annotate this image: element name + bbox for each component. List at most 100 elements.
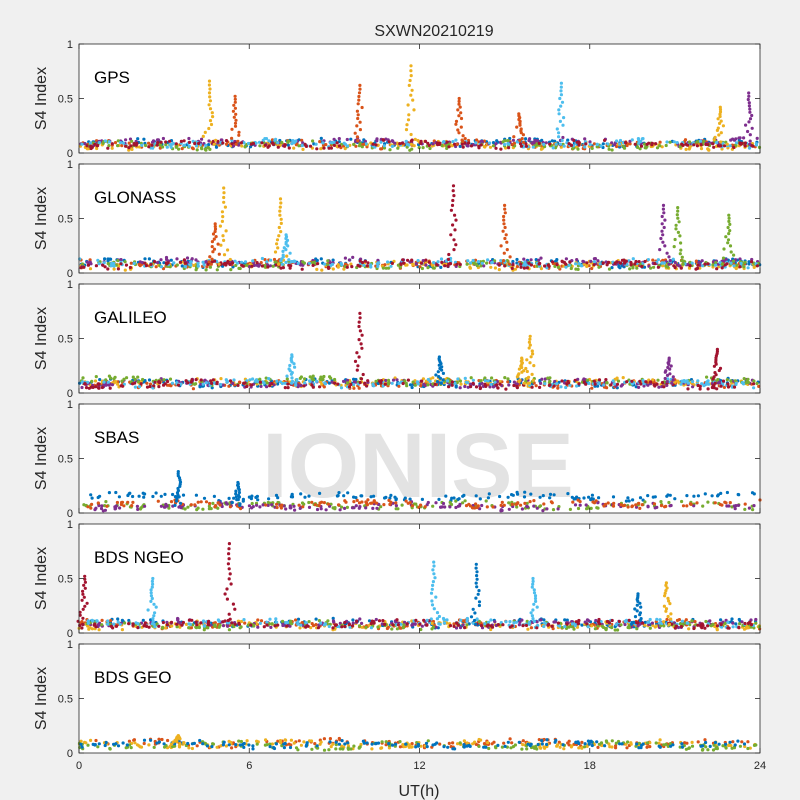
data-point: [426, 500, 430, 505]
data-point: [606, 501, 610, 505]
spike-point: [662, 211, 666, 215]
data-point: [298, 506, 302, 510]
data-point: [631, 498, 635, 502]
data-point: [395, 627, 399, 631]
data-point: [670, 622, 674, 626]
data-point: [556, 265, 561, 269]
data-point: [720, 147, 724, 151]
data-point: [538, 385, 542, 389]
spike-point: [718, 366, 723, 370]
spike-point: [669, 364, 673, 368]
data-point: [410, 138, 414, 142]
data-point: [507, 146, 511, 150]
data-point: [419, 384, 423, 388]
data-point: [194, 258, 198, 262]
data-point: [250, 501, 254, 506]
spike-point: [667, 255, 671, 259]
data-point: [568, 260, 572, 264]
data-point: [562, 144, 566, 148]
data-point: [210, 386, 214, 390]
data-point: [590, 493, 595, 497]
spike-point: [357, 324, 361, 329]
spike-point: [221, 234, 225, 238]
data-point: [396, 146, 400, 150]
data-point: [732, 145, 736, 149]
data-point: [228, 505, 232, 509]
data-point: [80, 626, 84, 630]
data-point: [544, 141, 548, 145]
data-point: [269, 258, 273, 262]
data-point: [360, 625, 364, 629]
data-point: [613, 628, 617, 632]
data-point: [561, 260, 565, 264]
data-point: [208, 147, 212, 151]
spike-point: [459, 125, 463, 129]
data-point: [105, 504, 109, 508]
data-point: [294, 381, 298, 385]
data-point: [512, 383, 516, 388]
data-point: [299, 492, 303, 496]
data-point: [592, 142, 597, 146]
data-point: [238, 626, 242, 630]
spike-point: [356, 116, 360, 121]
data-point: [389, 264, 393, 268]
data-point: [360, 621, 364, 626]
data-point: [359, 494, 363, 498]
data-point: [636, 145, 640, 149]
data-point: [329, 376, 333, 380]
spike-point: [676, 206, 680, 210]
data-point: [512, 621, 516, 625]
data-point: [349, 137, 353, 141]
data-point: [129, 261, 133, 265]
spike-point: [360, 346, 364, 350]
data-point: [231, 381, 235, 385]
figure-title: SXWN20210219: [374, 23, 493, 40]
data-point: [597, 496, 601, 500]
spike-point: [456, 128, 460, 132]
data-point: [207, 507, 211, 511]
data-point: [322, 374, 326, 379]
spike-point: [447, 252, 451, 257]
data-point: [752, 382, 756, 386]
data-point: [706, 147, 710, 151]
data-point: [107, 383, 111, 387]
data-point: [363, 139, 367, 143]
data-point: [686, 387, 690, 391]
data-point: [264, 503, 268, 507]
data-point: [304, 621, 308, 625]
data-point: [366, 261, 370, 265]
data-point: [527, 261, 531, 265]
spike-point: [525, 369, 529, 374]
spike-point: [719, 131, 723, 135]
data-point: [410, 258, 414, 262]
data-point: [532, 504, 536, 508]
data-point: [506, 495, 510, 499]
data-point: [337, 144, 341, 148]
spike-point: [357, 94, 361, 99]
data-point: [518, 620, 522, 624]
data-point: [306, 624, 310, 628]
data-point: [330, 140, 335, 145]
data-point: [287, 263, 291, 267]
data-point: [610, 266, 614, 270]
data-point: [164, 140, 168, 144]
data-point: [736, 503, 741, 507]
data-point: [318, 501, 322, 505]
data-point: [323, 381, 327, 385]
spike-point: [355, 351, 359, 355]
data-point: [553, 379, 557, 384]
spike-point: [557, 135, 561, 139]
data-point: [481, 384, 485, 388]
data-point: [281, 266, 285, 270]
data-point: [489, 618, 493, 622]
data-point: [227, 384, 231, 388]
spike-point: [278, 205, 282, 209]
watermark-text: IONISE: [262, 415, 574, 517]
spike-point: [214, 138, 218, 142]
data-point: [165, 623, 169, 627]
data-point: [630, 379, 634, 383]
data-point: [510, 266, 514, 270]
data-point: [590, 624, 594, 628]
data-point: [286, 143, 290, 147]
data-point: [292, 146, 296, 150]
